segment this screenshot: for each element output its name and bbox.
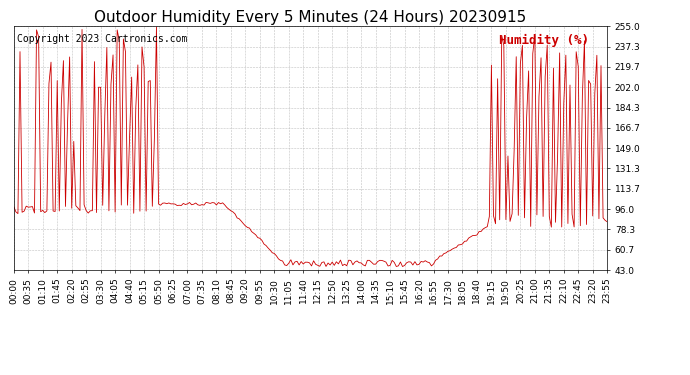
Text: Humidity (%): Humidity (%) (500, 34, 589, 46)
Title: Outdoor Humidity Every 5 Minutes (24 Hours) 20230915: Outdoor Humidity Every 5 Minutes (24 Hou… (95, 10, 526, 25)
Text: Copyright 2023 Cartronics.com: Copyright 2023 Cartronics.com (17, 34, 187, 44)
